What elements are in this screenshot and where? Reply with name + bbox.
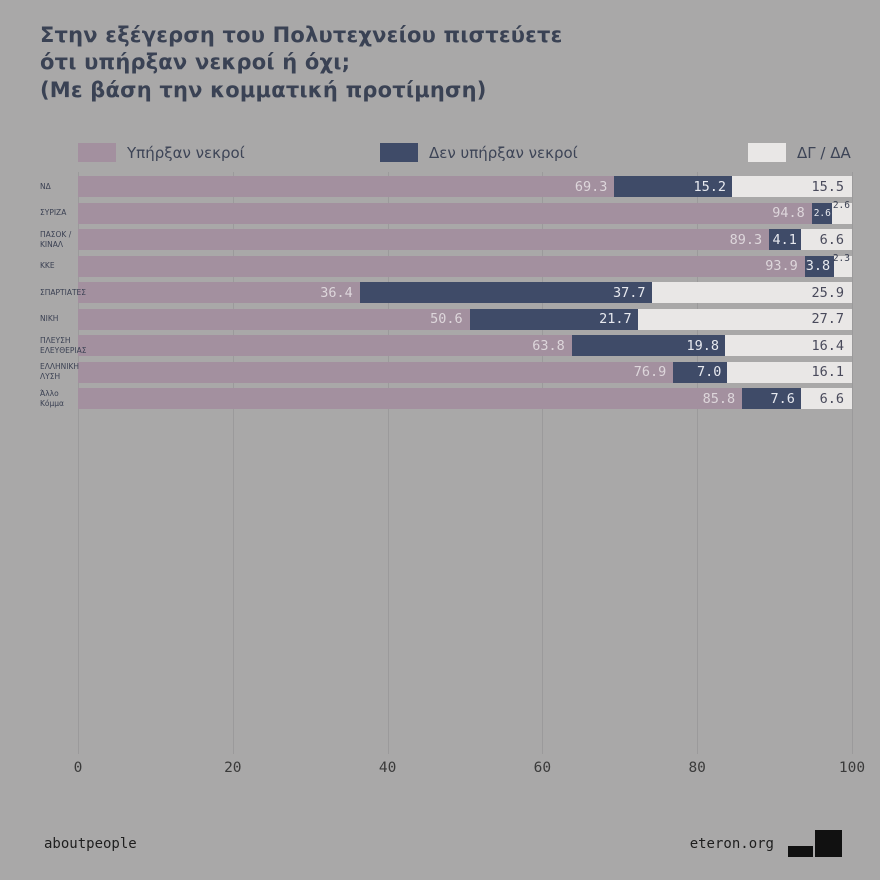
title-line-1: Στην εξέγερση του Πολυτεχνείου πιστεύετε xyxy=(40,23,563,47)
bar-segment-yparxan: 94.8 xyxy=(78,202,812,224)
bar-segment-dg-da: 27.7 xyxy=(637,308,852,330)
category-label: ΠΛΕΥΣΗ ΕΛΕΥΘΕΡΙΑΣ xyxy=(40,335,87,355)
chart-title: Στην εξέγερση του Πολυτεχνείου πιστεύετε… xyxy=(40,22,562,104)
x-axis-tick-label: 20 xyxy=(224,760,242,776)
legend-label-yparxan-nekroi: Υπήρξαν νεκροί xyxy=(127,143,245,162)
bar-segment-den-yparxan: 19.8 xyxy=(571,335,726,356)
legend-label-den-yparxan-nekroi: Δεν υπήρξαν νεκροί xyxy=(429,143,578,162)
bar-segment-dg-da xyxy=(831,202,852,224)
category-label: ΝΙΚΗ xyxy=(40,314,59,324)
bar-segment-dg-da: 16.1 xyxy=(727,361,852,383)
legend-item-yparxan-nekroi: Υπήρξαν νεκροί xyxy=(78,143,245,162)
bar-row: 69.3 15.2 15.5 xyxy=(78,176,852,197)
gridline xyxy=(232,172,234,754)
bar-value-label-outside: 2.6 xyxy=(832,199,850,211)
bar-row: 85.8 7.6 6.6 xyxy=(78,388,852,409)
category-label: ΚΚΕ xyxy=(40,261,55,271)
title-line-3: (Με βάση την κομματική προτίμηση) xyxy=(40,77,487,102)
title-line-2: ότι υπήρξαν νεκροί ή όχι; xyxy=(40,50,351,75)
category-label: ΣΥΡΙΖΑ xyxy=(40,208,67,218)
category-label: Άλλο Κόμμα xyxy=(40,388,64,408)
gridline xyxy=(387,172,389,754)
footer: aboutpeople eteron.org xyxy=(0,830,880,862)
x-axis-tick-label: 60 xyxy=(533,760,552,776)
category-label: ΝΔ xyxy=(40,181,51,191)
bar-segment-yparxan: 36.4 xyxy=(78,282,360,303)
bar-segment-dg-da: 6.6 xyxy=(800,229,852,250)
bar-row: 50.6 21.7 27.7 xyxy=(78,308,852,330)
gridline xyxy=(542,172,544,754)
bar-row: 93.9 3.8 2.3 xyxy=(78,252,852,277)
eteron-logo xyxy=(788,830,842,857)
bar-segment-yparxan: 93.9 xyxy=(78,255,805,277)
bar-segment-yparxan: 69.3 xyxy=(78,176,615,197)
bar-row: 36.4 37.7 25.9 xyxy=(78,282,852,303)
legend-label-dg-da: ΔΓ / ΔΑ xyxy=(797,143,851,162)
legend-item-dg-da: ΔΓ / ΔΑ xyxy=(748,143,851,162)
bar-segment-dg-da xyxy=(834,255,852,277)
category-label: ΣΠΑΡΤΙΑΤΕΣ xyxy=(40,287,87,297)
x-axis-tick-label: 80 xyxy=(688,760,706,776)
eteron-logo-step-small xyxy=(788,846,813,857)
bar-row: 94.8 2.6 2.6 xyxy=(78,199,852,224)
legend: Υπήρξαν νεκροί Δεν υπήρξαν νεκροί ΔΓ / Δ… xyxy=(0,143,880,165)
legend-swatch-den-yparxan-nekroi xyxy=(380,143,418,162)
bar-row: 76.9 7.0 16.1 xyxy=(78,361,852,383)
bar-row: 89.3 4.1 6.6 xyxy=(78,229,852,250)
category-label: ΠΑΣΟΚ / ΚΙΝΑΛ xyxy=(40,229,72,249)
x-axis-tick-label: 40 xyxy=(378,760,397,776)
bar-segment-dg-da: 16.4 xyxy=(725,335,852,356)
bar-row: 63.8 19.8 16.4 xyxy=(78,335,852,356)
footer-brand-aboutpeople: aboutpeople xyxy=(44,836,137,852)
bar-segment-den-yparxan: 37.7 xyxy=(359,282,652,303)
legend-swatch-dg-da xyxy=(748,143,786,162)
x-axis-tick-label: 0 xyxy=(73,760,83,776)
bar-segment-den-yparxan: 4.1 xyxy=(769,229,801,250)
bar-value-label-outside: 2.3 xyxy=(832,252,850,264)
bar-segment-yparxan: 89.3 xyxy=(78,229,770,250)
footer-brand-eteron: eteron.org xyxy=(689,836,774,852)
plot-area: 0 20 40 60 80 100 69.3 15.2 15.5 ΝΔ 94.8 2.6 2.6 ΣΥΡΙ… xyxy=(40,172,865,784)
bar-segment-den-yparxan: 15.2 xyxy=(614,176,733,197)
bar-segment-yparxan: 50.6 xyxy=(78,308,470,330)
bar-segment-dg-da: 25.9 xyxy=(651,282,852,303)
bar-segment-dg-da: 15.5 xyxy=(732,176,852,197)
bar-segment-yparxan: 63.8 xyxy=(78,335,572,356)
eteron-logo-step-large xyxy=(815,830,842,857)
bar-segment-dg-da: 6.6 xyxy=(800,388,852,409)
gridline xyxy=(78,172,79,754)
bar-segment-den-yparxan: 21.7 xyxy=(469,308,638,330)
gridline xyxy=(697,172,699,754)
footer-right-group: eteron.org xyxy=(690,830,842,857)
bar-segment-den-yparxan: 7.6 xyxy=(742,388,801,409)
legend-item-den-yparxan-nekroi: Δεν υπήρξαν νεκροί xyxy=(380,143,578,162)
bar-segment-den-yparxan: 7.0 xyxy=(673,361,728,383)
bar-segment-yparxan: 85.8 xyxy=(78,388,743,409)
bar-segment-den-yparxan: 3.8 xyxy=(804,255,835,277)
gridline xyxy=(852,172,853,754)
category-label: ΕΛΛΗΝΙΚΗ ΛΥΣΗ xyxy=(40,362,80,381)
bar-segment-den-yparxan: 2.6 xyxy=(811,202,832,224)
legend-swatch-yparxan-nekroi xyxy=(78,143,116,162)
x-axis-tick-label: 100 xyxy=(838,760,866,776)
bar-segment-yparxan: 76.9 xyxy=(78,361,674,383)
